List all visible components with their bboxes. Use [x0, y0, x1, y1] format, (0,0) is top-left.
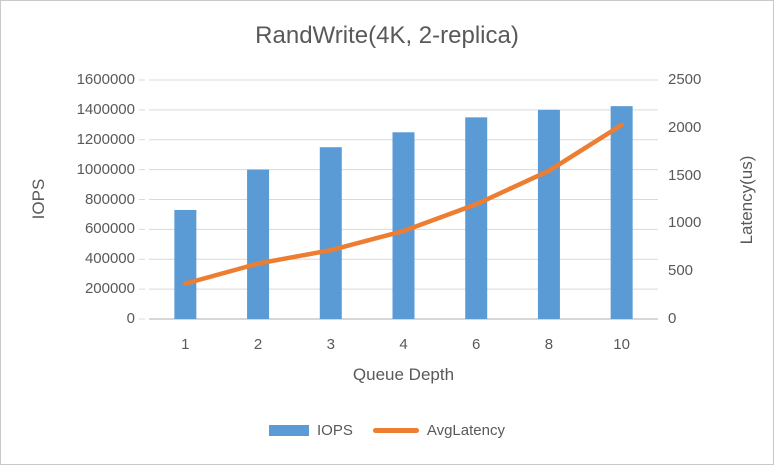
y-right-tick-label: 1000 — [668, 214, 702, 232]
legend-item-avglatency: AvgLatency — [372, 422, 505, 439]
y-right-tick-label: 2500 — [668, 71, 702, 88]
avglatency-line — [183, 122, 624, 286]
y-right-tick-label: 1500 — [668, 166, 702, 184]
iops-bar — [465, 117, 488, 319]
iops-legend-label: IOPS — [317, 422, 353, 439]
iops-bar — [537, 109, 560, 319]
iops-bar — [610, 106, 633, 319]
y-right-tick-label: 2000 — [668, 118, 702, 136]
iops-bar — [392, 132, 415, 319]
y-left-tick-label: 0 — [126, 310, 135, 327]
x-axis-title: Queue Depth — [352, 365, 455, 384]
y-axis-title-right: Latency(us) — [737, 155, 756, 245]
x-tick-label: 4 — [399, 336, 408, 353]
legend-item-iops: IOPS — [269, 422, 353, 439]
iops-legend-swatch — [269, 425, 309, 436]
chart-title: RandWrite(4K, 2-replica) — [255, 22, 519, 49]
iops-bar — [174, 209, 197, 319]
y-left-tick-label: 1600000 — [76, 71, 135, 88]
y-right-tick-label: 500 — [668, 262, 694, 280]
y-left-tick-label: 200000 — [84, 280, 135, 298]
avglatency-legend-label: AvgLatency — [426, 422, 505, 439]
iops-bar — [319, 147, 342, 319]
x-tick-label: 2 — [253, 336, 263, 353]
x-tick-label: 10 — [613, 336, 630, 353]
iops-bar — [247, 169, 270, 319]
x-tick-label: 8 — [544, 336, 554, 353]
legend: IOPS AvgLatency — [1, 422, 773, 439]
y-left-tick-label: 400000 — [84, 250, 135, 268]
y-left-tick-label: 1400000 — [76, 100, 135, 118]
y-left-tick-label: 1000000 — [76, 160, 135, 178]
avglatency-legend-swatch — [372, 428, 419, 433]
y-left-tick-label: 600000 — [84, 220, 135, 238]
x-tick-label: 3 — [326, 336, 335, 353]
x-tick-label: 6 — [472, 336, 481, 353]
x-tick-label: 1 — [181, 336, 190, 353]
y-left-tick-label: 1200000 — [76, 130, 135, 148]
y-right-tick-label: 0 — [668, 310, 677, 327]
y-left-tick-label: 800000 — [84, 190, 135, 208]
